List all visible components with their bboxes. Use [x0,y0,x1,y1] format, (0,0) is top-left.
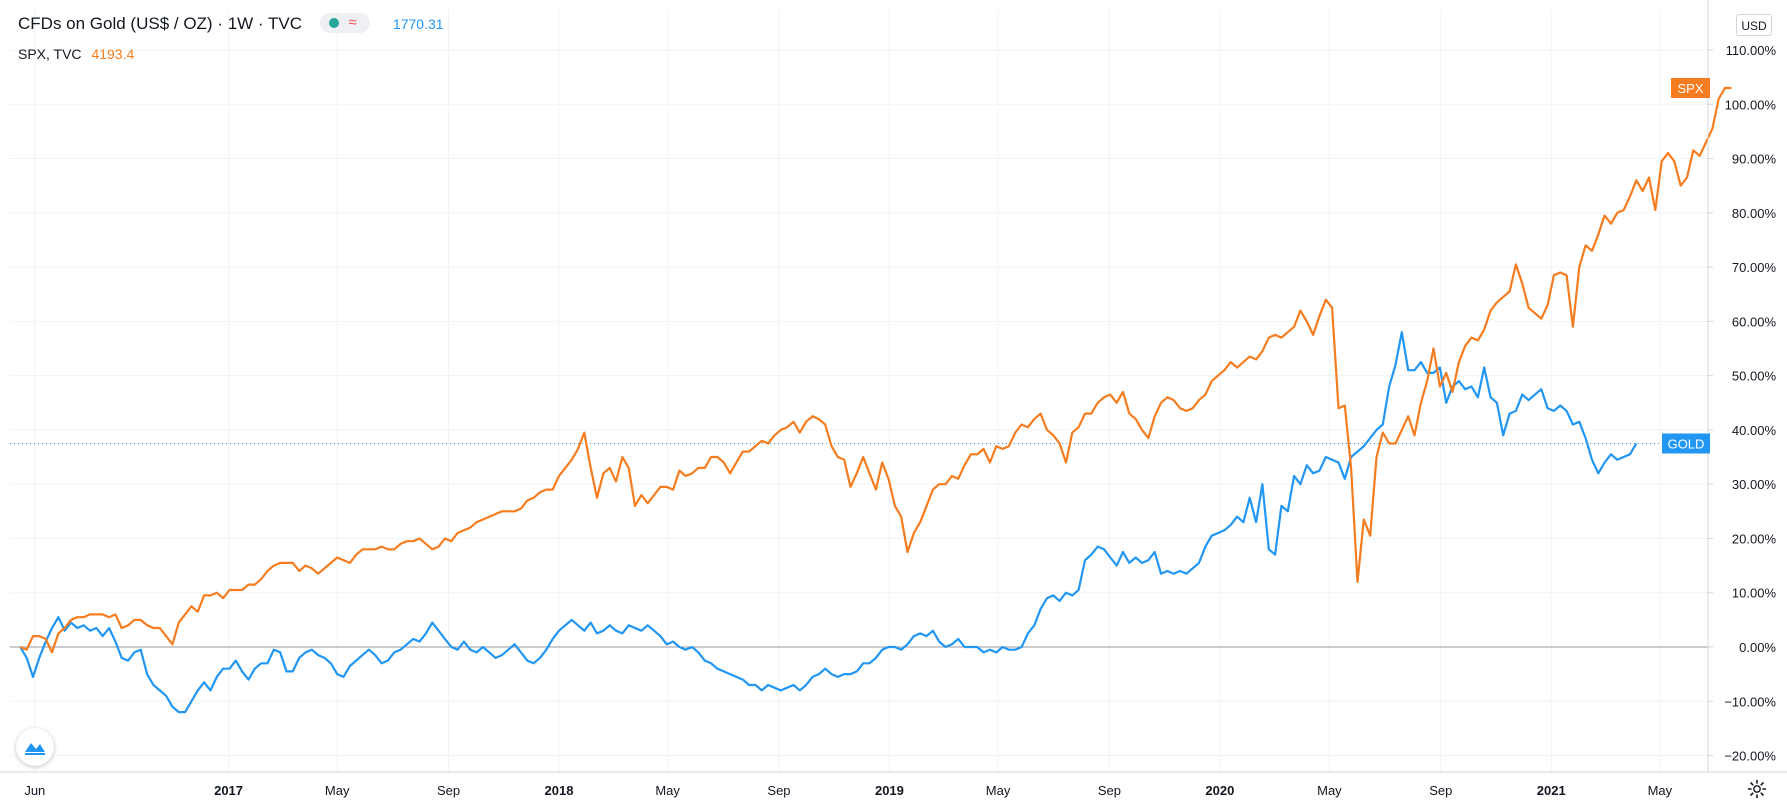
main-legend[interactable]: CFDs on Gold (US$ / OZ) · 1W · TVC ≈ 177… [18,12,444,35]
series-label-spx [1671,77,1710,98]
y-tick-label: 50.00% [1732,369,1777,384]
y-tick-label: 80.00% [1732,206,1777,221]
x-tick-label: May [1648,783,1673,798]
y-tick-label: 0.00% [1739,640,1776,655]
x-tick-label: Jun [24,783,45,798]
x-tick-label: May [325,783,350,798]
x-tick-label: Sep [437,783,460,798]
x-tick-label: 2021 [1537,783,1566,798]
secondary-legend[interactable]: SPX, TVC 4193.4 [18,46,134,62]
x-tick-label: 2018 [545,783,574,798]
series-label-layer: GOLD SPX [1662,77,1710,454]
x-tick-label: Sep [1098,783,1121,798]
y-tick-label: −20.00% [1724,749,1776,764]
x-tick-label: May [986,783,1011,798]
gear-icon[interactable] [1747,779,1767,799]
x-tick-label: 2020 [1205,783,1234,798]
x-tick-label: May [655,783,680,798]
secondary-symbol[interactable]: SPX, TVC [18,46,82,62]
y-tick-label: 30.00% [1732,477,1777,492]
series-line-spx[interactable] [19,86,1732,654]
market-status-icon [329,17,340,28]
secondary-price: 4193.4 [91,46,135,62]
gold-price: 1770.31 [392,16,444,32]
x-tick-label: 2019 [875,783,904,798]
y-tick-label: 60.00% [1732,314,1777,329]
x-tick-label: Sep [767,783,790,798]
x-tick-label: 2017 [214,783,243,798]
y-tick-label: 110.00% [1726,43,1777,58]
x-tick-label: May [1317,783,1342,798]
tradingview-logo-button[interactable] [16,728,54,766]
series-label-gold [1662,433,1710,454]
tradingview-logo-icon [25,743,45,755]
market-status-pill[interactable]: ≈ [320,12,371,33]
y-tick-label: −10.00% [1724,694,1776,709]
y-axis[interactable]: 110.00% 100.00% 90.00% 80.00% 70.00% 60.00% 50… [1707,0,1777,772]
symbol-title[interactable]: CFDs on Gold (US$ / OZ) · 1W · TVC [18,14,303,33]
y-tick-label: 40.00% [1732,423,1777,438]
series-line-gold[interactable] [19,331,1638,714]
x-tick-label: Sep [1429,783,1452,798]
y-tick-label: 20.00% [1732,531,1777,546]
currency-button[interactable]: USD [1736,14,1772,36]
y-tick-label: 100.00% [1725,97,1777,112]
x-axis[interactable]: Jun 2017 May Sep 2018 May Sep 2019 May Sep 2020 May… [0,771,1787,798]
y-tick-label: 70.00% [1732,260,1777,275]
y-tick-label: 90.00% [1732,152,1777,167]
series-label-text: SPX [1677,81,1703,96]
wave-icon: ≈ [348,13,357,31]
series-layer [19,86,1732,714]
y-tick-label: 10.00% [1732,586,1777,601]
series-label-text: GOLD [1668,436,1705,451]
